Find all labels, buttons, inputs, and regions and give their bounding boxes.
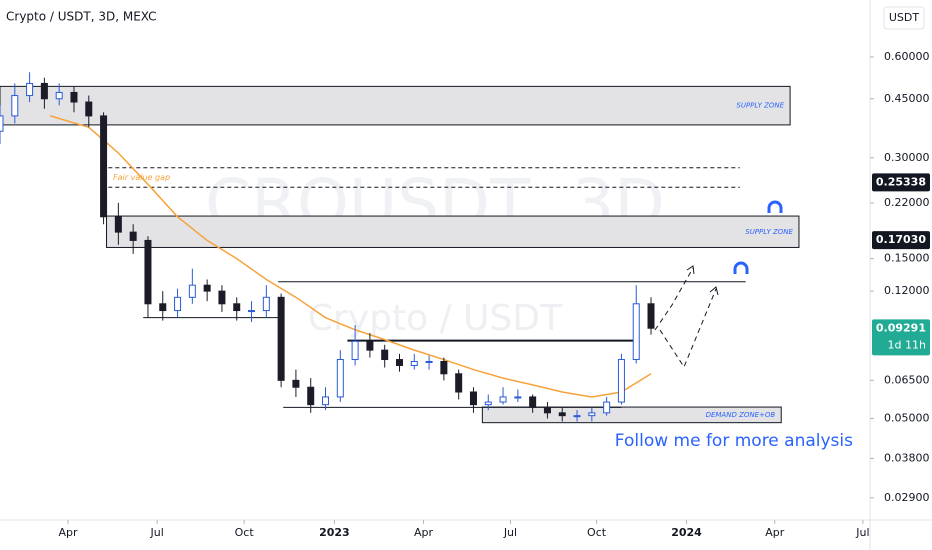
candle-body xyxy=(114,216,122,233)
candle-body xyxy=(588,412,596,417)
chart-title: Crypto / USDT, 3D, MEXC xyxy=(6,10,157,24)
candle-body xyxy=(70,91,78,103)
candle-body xyxy=(469,391,477,406)
candle-body xyxy=(336,359,344,398)
price-label: 0.25338 xyxy=(876,175,926,188)
price-label-bg xyxy=(872,231,930,250)
candle-body xyxy=(233,303,241,312)
x-tick-label: Jul xyxy=(503,526,517,539)
candle-body xyxy=(558,412,566,417)
candle-body xyxy=(381,349,389,361)
candle-body xyxy=(514,396,522,399)
candle-body xyxy=(203,284,211,292)
candle-body xyxy=(603,401,611,414)
candle-body xyxy=(248,310,256,313)
zone xyxy=(106,215,800,248)
watermark-sub: Crypto / USDT xyxy=(308,298,563,339)
y-tick-label: 0.15000 xyxy=(884,252,930,265)
magnet-icon xyxy=(733,261,749,274)
candle-body xyxy=(11,95,19,117)
candle-body xyxy=(395,359,403,366)
candle-body xyxy=(159,303,167,312)
y-tick-label: 0.06500 xyxy=(884,373,930,386)
candle-body xyxy=(100,115,108,218)
x-tick-label: Oct xyxy=(587,526,607,539)
candle-body xyxy=(262,296,270,312)
projection xyxy=(659,288,717,369)
arrow-head xyxy=(686,265,695,275)
candle-body xyxy=(410,360,418,366)
candle-body xyxy=(307,386,315,406)
x-tick-label: 2023 xyxy=(319,526,350,539)
candle-body xyxy=(529,396,537,408)
y-tick-label: 0.03800 xyxy=(884,451,930,464)
arrow-head xyxy=(709,286,719,296)
candle-body xyxy=(573,415,581,418)
y-tick-label: 0.45000 xyxy=(884,92,930,105)
countdown: 1d 11h xyxy=(888,338,926,351)
y-tick-label: 0.05000 xyxy=(884,412,930,425)
y-tick-label: 0.22000 xyxy=(884,196,930,209)
x-tick-label: Apr xyxy=(765,526,785,539)
candle-body xyxy=(129,231,137,241)
candle-body xyxy=(632,303,640,361)
zone xyxy=(481,406,782,424)
candle-body xyxy=(277,296,285,381)
x-tick-label: 2024 xyxy=(671,526,702,539)
candle-body xyxy=(351,340,359,361)
y-tick-label: 0.02900 xyxy=(884,491,930,504)
candle-body xyxy=(484,401,492,406)
projection xyxy=(654,267,694,331)
price-label: 0.09291 xyxy=(876,321,926,334)
currency[interactable]: USDT xyxy=(889,11,920,24)
candle-body xyxy=(40,82,48,100)
candle-body xyxy=(455,373,463,393)
candle-body xyxy=(366,340,374,351)
candle-body xyxy=(174,296,182,312)
candle-body xyxy=(0,115,4,132)
candle-body xyxy=(322,396,330,406)
zone-label: DEMAND ZONE+OB xyxy=(706,411,776,419)
candle-body xyxy=(188,284,196,298)
price-label-bg xyxy=(872,319,930,356)
price-label: 0.17030 xyxy=(876,233,926,246)
y-tick-label: 0.60000 xyxy=(884,50,930,63)
note: Follow me for more analysis xyxy=(615,431,853,451)
candle-body xyxy=(26,82,34,97)
x-tick-label: Jul xyxy=(149,526,163,539)
price-label-bg xyxy=(872,173,930,192)
candle-body xyxy=(144,239,152,305)
zone-label: SUPPLY ZONE xyxy=(745,228,793,236)
x-tick-label: Oct xyxy=(235,526,255,539)
candle-body xyxy=(55,91,63,100)
x-tick-label: Apr xyxy=(414,526,434,539)
candle-body xyxy=(617,359,625,403)
zone-label: SUPPLY ZONE xyxy=(736,102,784,110)
candle-body xyxy=(499,396,507,403)
magnet-icon xyxy=(767,200,783,213)
x-tick-label: Apr xyxy=(59,526,79,539)
candle-body xyxy=(218,290,226,305)
x-tick-label: Jul xyxy=(855,526,869,539)
candle-body xyxy=(440,360,448,375)
currency-button[interactable] xyxy=(883,6,925,30)
candle-body xyxy=(85,101,93,117)
y-tick-label: 0.12000 xyxy=(884,284,930,297)
candle-body xyxy=(292,379,300,388)
candle-body xyxy=(543,406,551,414)
y-tick-label: 0.30000 xyxy=(884,151,930,164)
candle-body xyxy=(647,303,655,329)
candle-body xyxy=(425,360,433,363)
zone xyxy=(0,85,791,126)
